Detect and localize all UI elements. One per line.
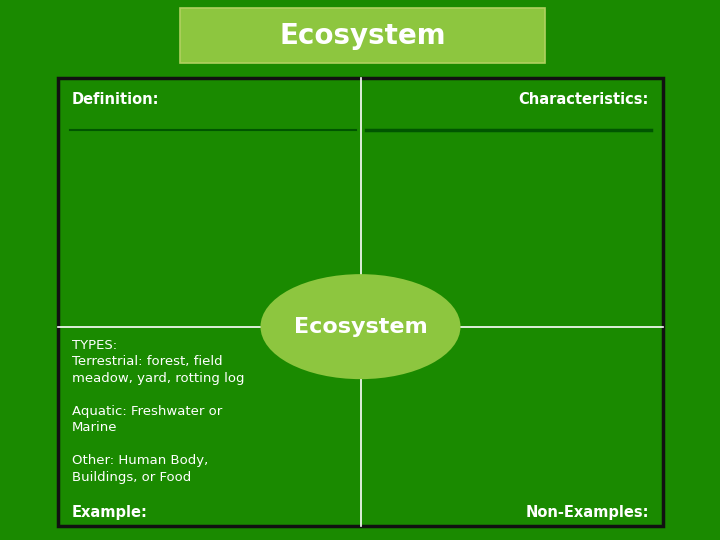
- Text: Ecosystem: Ecosystem: [279, 22, 446, 50]
- Text: Characteristics:: Characteristics:: [518, 92, 649, 107]
- Text: Non-Examples:: Non-Examples:: [526, 504, 649, 519]
- Text: Definition:: Definition:: [72, 92, 160, 107]
- Text: Ecosystem: Ecosystem: [294, 316, 428, 336]
- Text: Example:: Example:: [72, 504, 148, 519]
- Ellipse shape: [261, 274, 461, 379]
- Text: TYPES:
Terrestrial: forest, field
meadow, yard, rotting log

Aquatic: Freshwater: TYPES: Terrestrial: forest, field meadow…: [72, 339, 245, 484]
- FancyBboxPatch shape: [58, 78, 663, 526]
- FancyBboxPatch shape: [180, 8, 545, 63]
